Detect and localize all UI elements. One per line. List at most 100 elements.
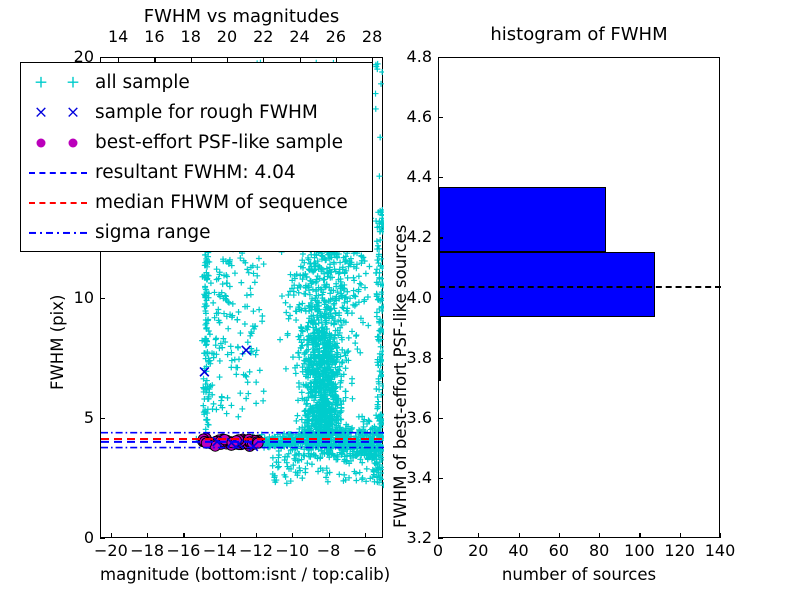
hist-left-tickmark-8: [438, 57, 443, 59]
scatter-bottom-tick-0: −20: [93, 541, 128, 560]
scatter-top-tick-6: 26: [325, 27, 346, 46]
hist-left-tickmark-1: [438, 477, 443, 480]
hist-left-tick-2: 3.6: [406, 407, 432, 427]
hist-bottom-tickmark-0: [438, 533, 440, 538]
scatter-bottom-tickmark-5: [292, 533, 294, 538]
hist-bottom-tick-2: 40: [508, 541, 529, 560]
hist-left-tickmark-0: [438, 538, 443, 540]
legend-marker-3: [21, 158, 95, 188]
legend-label-2: best-effort PSF-like sample: [95, 131, 343, 153]
scatter-top-tick-4: 22: [253, 27, 274, 46]
hist-left-tickmark-2: [438, 417, 443, 419]
hist-bottom-tick-1: 20: [468, 541, 489, 560]
hist-bar-1: [439, 251, 655, 317]
cross-icon: ×: [65, 102, 81, 123]
hist-left-tick-4: 4.0: [406, 287, 432, 307]
legend-label-0: all sample: [95, 71, 190, 93]
hist-left-tick-7: 4.6: [406, 107, 432, 127]
hist-bottom-tickmark-6: [679, 533, 681, 538]
dashed-line-icon: [29, 172, 87, 174]
hist-bottom-tick-7: 140: [704, 541, 736, 560]
scatter-yaxis-title: FWHM (pix): [48, 294, 67, 390]
legend-marker-2: [21, 128, 95, 158]
scatter-top-tick-1: 16: [144, 27, 165, 46]
hist-left-tickmark-3: [438, 357, 443, 359]
legend-marker-5: [21, 218, 95, 248]
hist-bar-0: [439, 187, 607, 252]
hist-axes-frame: [438, 57, 721, 538]
scatter-top-tick-7: 28: [361, 27, 383, 46]
hist-left-tickmark-6: [438, 177, 443, 179]
hist-bottom-tick-4: 80: [588, 541, 610, 560]
hist-left-tickmark-7: [438, 117, 443, 119]
scatter-bottom-tickmark-7: [364, 533, 367, 538]
scatter-left-tickmark-0: [100, 538, 105, 540]
scatter-panel-title: FWHM vs magnitudes: [143, 6, 340, 27]
panel-histogram-of-fwhm: histogram of FWHM 0 20 40 60 80 100 120 140 3.2…: [400, 0, 800, 600]
scatter-top-tickmark-0: [118, 57, 120, 62]
plus-icon: +: [33, 72, 49, 93]
scatter-top-tick-3: 20: [216, 27, 238, 46]
scatter-left-tick-1: 5: [83, 407, 94, 427]
scatter-bottom-tick-4: −12: [239, 541, 273, 560]
scatter-left-tickmark-1: [100, 417, 105, 419]
hist-bottom-tick-6: 120: [664, 541, 695, 560]
hist-left-tick-5: 4.2: [406, 227, 432, 247]
scatter-top-tickmark-6: [335, 57, 338, 62]
scatter-top-tickmark-4: [263, 57, 265, 62]
hist-left-tick-0: 3.2: [406, 528, 432, 547]
hist-left-tick-6: 4.4: [406, 167, 432, 187]
legend-label-1: sample for rough FWHM: [95, 101, 318, 123]
hist-xaxis-title: number of sources: [501, 565, 657, 584]
scatter-top-tick-5: 24: [289, 27, 310, 46]
legend-label-4: median FHWM of sequence: [95, 191, 348, 213]
hist-panel-title: histogram of FWHM: [490, 24, 668, 45]
legend-entry-4: median FHWM of sequence: [21, 188, 372, 218]
legend-entry-5: sigma range: [21, 218, 372, 248]
scatter-top-tick-2: 18: [180, 27, 201, 46]
scatter-left-tickmark-4: [100, 57, 105, 59]
dashed-line-icon: [29, 202, 87, 204]
circle-marker-icon: [68, 138, 78, 148]
scatter-xaxis-title: magnitude (bottom:isnt / top:calib): [100, 565, 391, 584]
scatter-bottom-tickmark-0: [110, 533, 113, 538]
scatter-bottom-tickmark-6: [328, 533, 330, 538]
scatter-top-tickmark-5: [299, 57, 301, 62]
scatter-top-tickmark-7: [372, 57, 374, 62]
scatter-top-tickmark-1: [154, 57, 156, 62]
legend-marker-4: [21, 188, 95, 218]
hist-left-tick-1: 3.4: [406, 467, 432, 487]
cross-icon: ×: [33, 102, 49, 123]
scatter-bottom-tick-7: −6: [353, 541, 377, 560]
legend-entry-2: best-effort PSF-like sample: [21, 128, 372, 158]
scatter-left-tick-2: 10: [73, 287, 94, 307]
scatter-left-tick-4: 20: [73, 47, 94, 66]
legend-label-5: sigma range: [95, 221, 211, 243]
scatter-bottom-tick-3: −14: [202, 541, 237, 560]
legend-marker-1: × ×: [21, 98, 95, 128]
scatter-top-tick-0: 14: [107, 27, 129, 46]
legend-entry-1: × × sample for rough FWHM: [21, 98, 372, 128]
hist-bar-2: [439, 316, 441, 382]
dashdot-line-icon: [29, 231, 87, 235]
hist-bottom-tickmark-3: [558, 533, 561, 538]
hist-bottom-tick-3: 60: [548, 541, 570, 560]
hist-bottom-tick-5: 100: [624, 541, 655, 560]
hist-bottom-tick-0: 0: [432, 541, 444, 560]
scatter-bottom-tickmark-2: [183, 533, 185, 538]
scatter-bottom-tick-1: −18: [130, 541, 165, 560]
hist-bottom-tickmark-7: [720, 533, 722, 538]
hist-left-tick-8: 4.8: [406, 47, 432, 66]
hist-left-tick-3: 3.8: [406, 347, 432, 367]
legend-entry-0: + + all sample: [21, 68, 372, 98]
hist-bottom-tickmark-2: [518, 533, 520, 538]
circle-marker-icon: [36, 138, 46, 148]
plus-icon: +: [65, 72, 81, 93]
scatter-bottom-tick-2: −16: [166, 541, 201, 560]
scatter-top-tickmark-3: [226, 57, 229, 62]
legend-label-3: resultant FWHM: 4.04: [95, 161, 296, 183]
scatter-top-tickmark-2: [190, 57, 192, 62]
legend-entry-3: resultant FWHM: 4.04: [21, 158, 372, 188]
hist-left-tickmark-5: [438, 237, 443, 239]
